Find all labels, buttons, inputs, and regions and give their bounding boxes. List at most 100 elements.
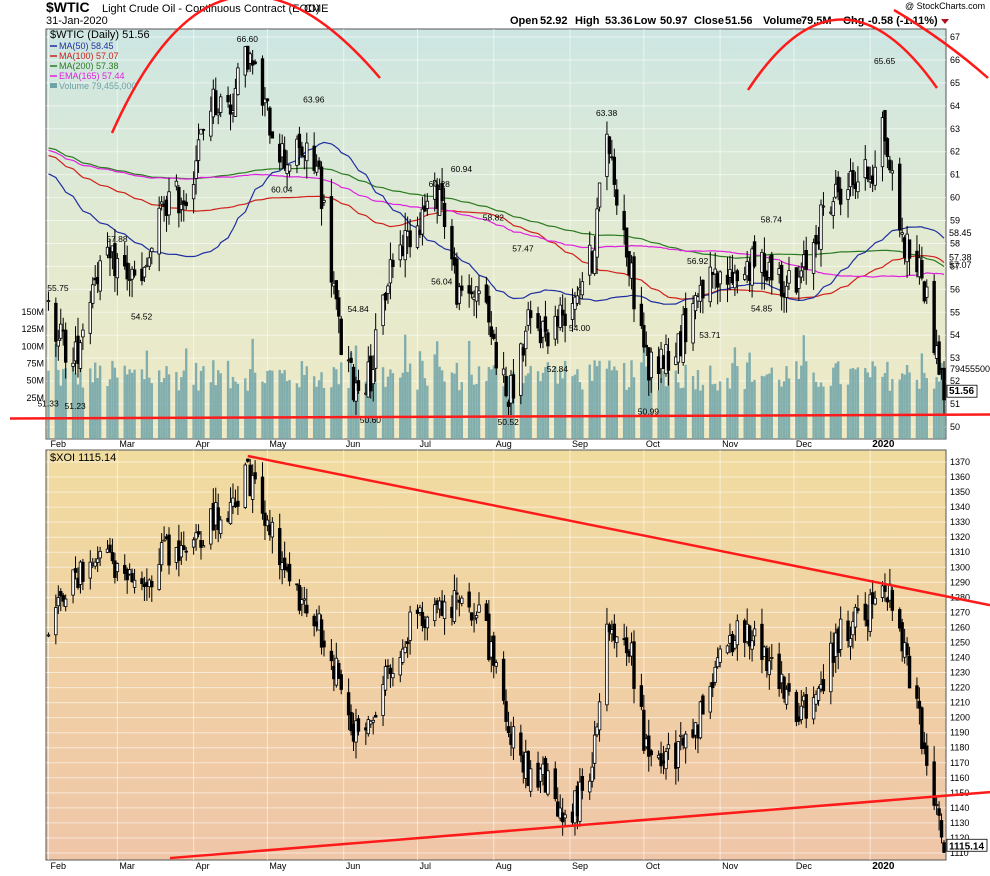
- candle-body: [546, 770, 550, 795]
- candle-body: [440, 183, 444, 202]
- y-tick-label: 54: [950, 330, 960, 340]
- candle-body: [760, 623, 764, 660]
- candle-body: [538, 768, 543, 782]
- volume-bar: [226, 360, 230, 439]
- candle-body: [612, 623, 617, 641]
- volume-bar: [900, 373, 904, 439]
- volume-bar: [487, 367, 491, 439]
- candle-body: [863, 603, 867, 621]
- candle-body: [162, 539, 166, 542]
- candle-body: [597, 701, 602, 731]
- candle-body: [711, 682, 715, 689]
- volume-bar: [320, 372, 323, 439]
- candle-body: [563, 814, 567, 819]
- volume-bar: [426, 385, 429, 439]
- candle-body: [295, 583, 299, 586]
- y-tick-label: 55: [950, 307, 960, 317]
- price-annotation: 50.60: [360, 415, 382, 425]
- candle-body: [873, 597, 877, 605]
- volume-bar: [133, 369, 136, 439]
- volume-bar: [236, 383, 240, 439]
- candle-body: [615, 636, 619, 644]
- candle-body: [199, 540, 203, 548]
- volume-bar: [787, 378, 791, 439]
- candle-body: [932, 761, 936, 806]
- volume-bar: [908, 372, 911, 439]
- x-tick-label: Jul: [420, 439, 432, 449]
- candle-body: [873, 166, 877, 186]
- volume-bar: [630, 360, 633, 439]
- candle-body: [511, 726, 516, 749]
- candle-body: [698, 701, 703, 739]
- candle-body: [159, 542, 164, 566]
- volume-bar: [472, 384, 476, 439]
- volume-bar: [610, 370, 614, 439]
- volume-bar: [608, 360, 611, 439]
- price-x-axis: Feb Mar Apr May Jun Jul Aug Sep Oct Nov Dec 2020: [50, 439, 894, 450]
- volume-bar: [470, 374, 473, 439]
- candle-body: [679, 734, 683, 737]
- candle-body: [888, 159, 892, 171]
- candle-body: [371, 369, 375, 385]
- candle-body: [56, 339, 61, 347]
- candle-body: [494, 341, 498, 369]
- candle-body: [194, 532, 198, 540]
- candle-body: [157, 207, 161, 255]
- volume-bar: [352, 384, 355, 439]
- volume-bar: [605, 368, 609, 439]
- candle-body: [489, 326, 494, 338]
- candle-body: [199, 128, 203, 135]
- candle-body: [452, 590, 457, 622]
- volume-bar: [544, 367, 547, 439]
- volume-bar: [217, 370, 220, 439]
- candle-body: [270, 521, 275, 538]
- candle-body: [312, 145, 316, 171]
- candle-body: [666, 744, 671, 750]
- right-axis-value: 57.38: [949, 253, 972, 263]
- volume-bar: [349, 352, 353, 439]
- candle-body: [179, 203, 184, 210]
- candle-body: [56, 597, 61, 607]
- right-axis-value: 57.07: [949, 260, 972, 270]
- volume-bar: [108, 379, 112, 439]
- candle-body: [349, 711, 353, 732]
- volume-bar: [645, 366, 648, 439]
- candle-body: [236, 67, 240, 95]
- volume-bar: [246, 390, 249, 439]
- volume-bar: [748, 352, 751, 439]
- candle-body: [487, 613, 491, 660]
- price-annotation: 52.84: [547, 364, 569, 374]
- volume-bar: [367, 382, 370, 439]
- candle-body: [811, 697, 816, 720]
- candle-body: [546, 332, 550, 347]
- volume-bar: [229, 388, 232, 439]
- x-tick-label: Nov: [722, 439, 739, 449]
- candle-body: [782, 676, 786, 699]
- candle-body: [524, 330, 528, 350]
- y-tick-label: 51: [950, 399, 960, 409]
- volume-bar: [674, 370, 678, 439]
- volume-bar: [485, 380, 488, 439]
- volume-bar: [822, 386, 825, 439]
- volume-bar: [300, 361, 304, 439]
- volume-bar: [777, 379, 781, 439]
- candle-body: [78, 342, 83, 369]
- candle-body: [319, 166, 324, 209]
- y-tick-label: 56: [950, 284, 960, 294]
- candle-body: [907, 655, 912, 689]
- candle-body: [184, 201, 188, 207]
- candle-body: [88, 561, 92, 579]
- candle-body: [632, 641, 636, 689]
- candle-body: [725, 274, 730, 285]
- volume-bar: [391, 373, 395, 439]
- price-annotation: 57.47: [512, 244, 534, 254]
- candle-body: [371, 719, 375, 723]
- volume-bar: [864, 368, 867, 439]
- price-annotation: 51.33: [37, 398, 59, 408]
- volume-bar: [849, 368, 852, 439]
- y-tick-label: 1110: [950, 848, 969, 858]
- candle-body: [664, 751, 668, 770]
- x-tick-label: Jul: [420, 861, 432, 871]
- price-annotation: 56.92: [687, 256, 709, 266]
- candle-body: [214, 90, 218, 116]
